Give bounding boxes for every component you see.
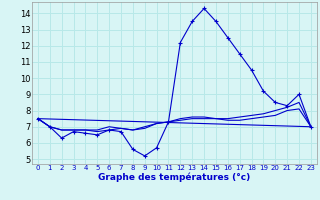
X-axis label: Graphe des températures (°c): Graphe des températures (°c): [98, 173, 251, 182]
